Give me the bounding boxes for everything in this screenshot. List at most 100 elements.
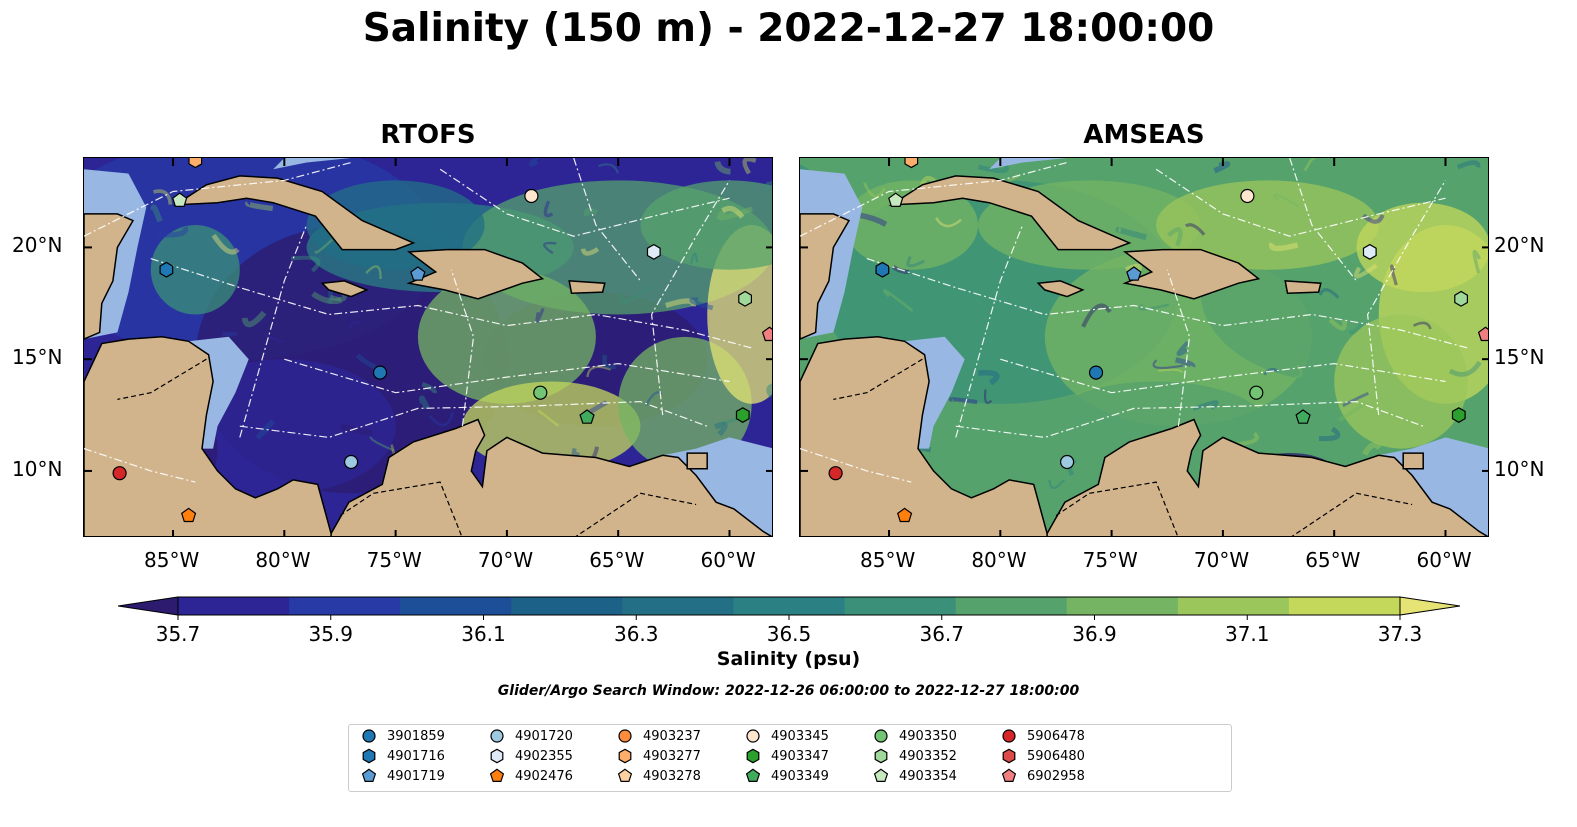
lon-tick-label: 70°W (1193, 548, 1250, 572)
legend-label: 5906480 (1027, 748, 1085, 764)
colorbar-tick-label: 37.3 (1377, 622, 1423, 646)
float-marker-4901716 (159, 261, 174, 278)
legend-item-4901719: 4901719 (361, 768, 445, 784)
colorbar-tick-label: 36.5 (766, 622, 812, 646)
salinity-colorbar (117, 590, 1461, 622)
amseas-map (799, 157, 1489, 537)
legend-item-4903350: 4903350 (873, 728, 957, 744)
legend-marker-3901859 (362, 729, 376, 743)
lat-tick-label: 10°N (1494, 456, 1545, 481)
legend-label: 4903347 (771, 748, 829, 764)
legend-label: 4903345 (771, 728, 829, 744)
lat-tick-label: 20°N (1494, 233, 1545, 258)
panel-title-rtofs: RTOFS (380, 120, 476, 150)
legend-marker-5906480 (1002, 748, 1016, 764)
lon-tick-label: 60°W (700, 548, 756, 572)
legend-item-4901716: 4901716 (361, 748, 445, 764)
lon-tick-label: 75°W (366, 548, 422, 572)
float-marker-4903345 (1240, 188, 1255, 204)
lon-tick-label: 70°W (477, 548, 534, 572)
legend-marker-4903345 (746, 729, 760, 743)
legend-marker-4903237 (618, 729, 632, 743)
colorbar-tick-label: 35.9 (308, 622, 354, 646)
legend-marker-4903354 (873, 768, 889, 782)
legend-item-5906478: 5906478 (1001, 728, 1085, 744)
float-marker-4903349 (1295, 409, 1311, 424)
colorbar-title: Salinity (psu) (716, 648, 861, 670)
legend-item-4903345: 4903345 (745, 728, 829, 744)
float-marker-4903352 (1454, 290, 1469, 307)
lat-tick-label: 20°N (12, 233, 63, 258)
lon-tick-label: 65°W (1305, 548, 1361, 572)
rtofs-map (83, 157, 773, 537)
float-marker-4902355 (646, 243, 661, 260)
legend-marker-4903347 (746, 748, 760, 764)
legend-label: 4901720 (515, 728, 573, 744)
legend-item-4903349: 4903349 (745, 768, 829, 784)
legend-marker-4903352 (874, 748, 888, 764)
legend-label: 5906478 (1027, 728, 1085, 744)
legend-marker-6902958 (1001, 768, 1017, 782)
float-marker-4903350 (1249, 385, 1264, 400)
legend-marker-4901719 (361, 768, 377, 782)
legend-label: 4903349 (771, 768, 829, 784)
float-marker-4903345 (524, 188, 539, 204)
float-marker-6902958 (761, 326, 772, 342)
legend-item-4902355: 4902355 (489, 748, 573, 764)
legend-marker-4901716 (362, 748, 376, 764)
legend-label: 4903277 (643, 748, 701, 764)
legend-label: 4902476 (515, 768, 573, 784)
panel-title-amseas: AMSEAS (1083, 120, 1205, 150)
legend-marker-4903350 (874, 729, 888, 743)
legend-label: 3901859 (387, 728, 445, 744)
float-marker-4902355 (1362, 243, 1377, 260)
legend-marker-4903349 (745, 768, 761, 782)
float-marker-4903352 (738, 290, 753, 307)
legend-marker-4903278 (617, 768, 633, 782)
lon-tick-label: 75°W (1082, 548, 1138, 572)
lon-tick-label: 85°W (860, 548, 916, 572)
legend-label: 4903350 (899, 728, 957, 744)
legend-item-4903352: 4903352 (873, 748, 957, 764)
legend-label: 4903237 (643, 728, 701, 744)
float-marker-4901716 (875, 261, 890, 278)
colorbar-tick-label: 35.7 (155, 622, 201, 646)
float-marker-4903347 (1451, 407, 1466, 423)
lat-tick-label: 15°N (12, 345, 63, 370)
legend-label: 4901719 (387, 768, 445, 784)
colorbar-tick-label: 36.1 (461, 622, 506, 646)
lon-tick-label: 65°W (589, 548, 645, 572)
lon-tick-label: 85°W (144, 548, 200, 572)
float-marker-4903350 (533, 385, 548, 400)
legend-marker-4902355 (490, 748, 504, 764)
legend-item-4903278: 4903278 (617, 768, 701, 784)
float-marker-4902476 (896, 507, 913, 523)
lon-tick-label: 80°W (971, 548, 1027, 572)
legend-label: 4903352 (899, 748, 957, 764)
search-window-note: Glider/Argo Search Window: 2022-12-26 06… (497, 683, 1080, 699)
float-marker-4901720 (1059, 454, 1075, 470)
float-marker-4901719 (410, 266, 426, 281)
legend-label: 4903354 (899, 768, 957, 784)
legend-item-4903347: 4903347 (745, 748, 829, 764)
float-marker-4903277 (904, 158, 919, 169)
lon-tick-label: 80°W (255, 548, 311, 572)
float-marker-5906478 (828, 466, 843, 481)
legend-label: 4901716 (387, 748, 445, 764)
float-marker-4903354 (888, 192, 904, 208)
float-marker-4901720 (343, 454, 359, 470)
legend-item-4903277: 4903277 (617, 748, 701, 764)
legend-item-4903237: 4903237 (617, 728, 701, 744)
legend-marker-4902476 (489, 768, 505, 782)
colorbar-tick-label: 37.1 (1224, 622, 1270, 646)
legend-item-5906480: 5906480 (1001, 748, 1085, 764)
float-marker-4903349 (579, 409, 595, 424)
float-marker-3901859 (372, 365, 388, 380)
legend-marker-4903277 (618, 748, 632, 764)
legend-item-3901859: 3901859 (361, 728, 445, 744)
float-marker-6902958 (1477, 326, 1488, 342)
legend-item-6902958: 6902958 (1001, 768, 1085, 784)
lat-tick-label: 10°N (12, 456, 63, 481)
legend-marker-5906478 (1002, 729, 1016, 743)
colorbar-tick-label: 36.9 (1072, 622, 1117, 646)
